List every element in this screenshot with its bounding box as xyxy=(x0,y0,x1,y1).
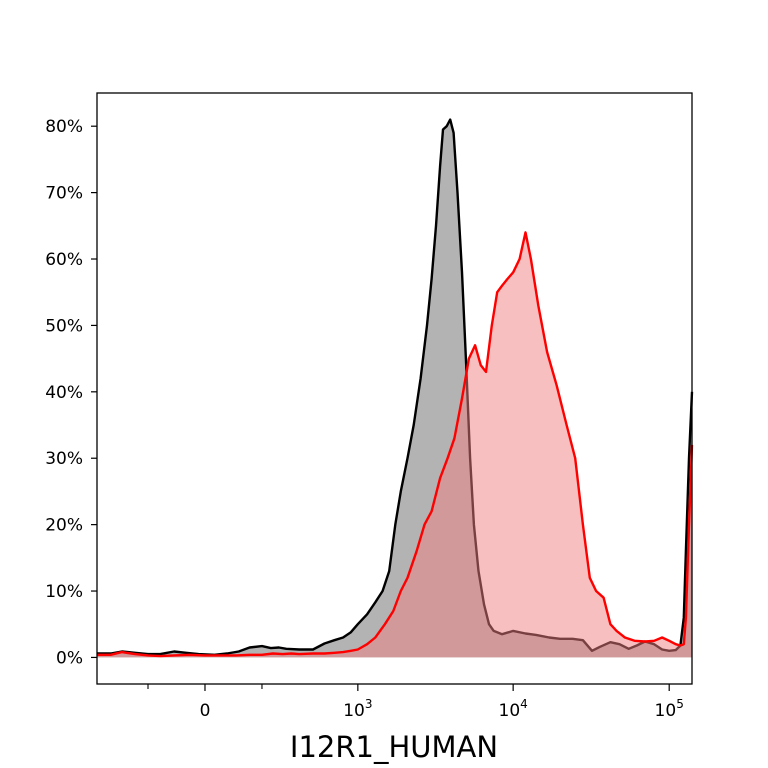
plot-frame xyxy=(96,92,693,685)
y-tick-label-8: 80% xyxy=(45,117,83,137)
y-tick-label-0: 0% xyxy=(56,648,83,668)
series-1-area xyxy=(97,232,692,658)
x-tick-label-0: 0 xyxy=(200,701,211,721)
series-0-area xyxy=(97,119,692,658)
x-axis-title: I12R1_HUMAN xyxy=(290,730,498,764)
y-axis: 0% 10% 20% 30% 40% 50% 60% 70% 80% xyxy=(45,117,97,668)
y-tick-label-7: 70% xyxy=(45,184,83,204)
series-layer xyxy=(97,118,694,658)
y-tick-label-3: 30% xyxy=(45,449,83,469)
y-tick-label-5: 50% xyxy=(45,316,83,336)
x-tick-label-1: 103 xyxy=(343,697,372,721)
x-axis: 0 103 104 105 xyxy=(147,684,684,721)
y-tick-label-1: 10% xyxy=(45,582,83,602)
y-tick-label-2: 20% xyxy=(45,516,83,536)
y-tick-label-6: 60% xyxy=(45,250,83,270)
x-tick-label-3: 105 xyxy=(655,697,684,721)
y-tick-label-4: 40% xyxy=(45,383,83,403)
x-tick-label-2: 104 xyxy=(499,697,528,721)
series-1-line xyxy=(97,231,694,658)
